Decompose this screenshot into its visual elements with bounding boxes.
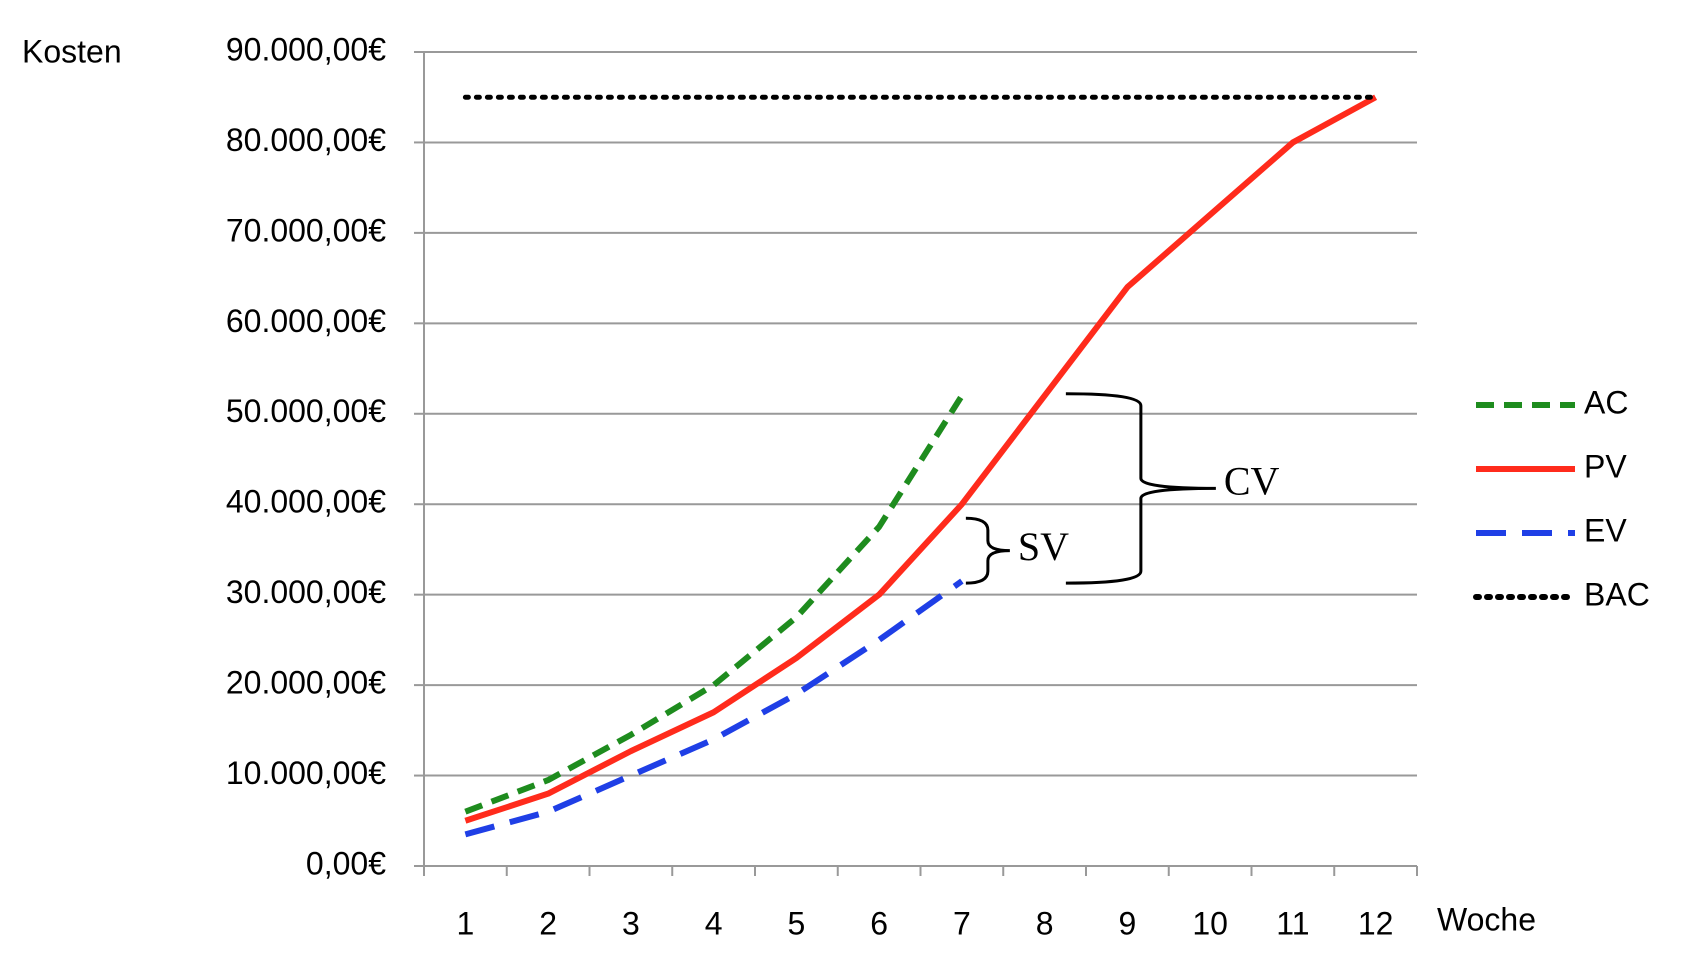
legend-label: EV	[1584, 512, 1627, 548]
y-tick-label: 70.000,00€	[226, 212, 386, 248]
y-tick-label: 50.000,00€	[226, 393, 386, 429]
legend-label: AC	[1584, 384, 1628, 420]
y-axis-label: Kosten	[22, 33, 122, 69]
y-tick-label: 60.000,00€	[226, 303, 386, 339]
x-tick-label: 10	[1192, 905, 1228, 941]
y-tick-label: 80.000,00€	[226, 122, 386, 158]
series-line	[464, 394, 965, 815]
x-tick-label: 5	[787, 905, 805, 941]
x-tick-label: 9	[1118, 905, 1136, 941]
y-tick-label: 30.000,00€	[226, 574, 386, 610]
x-tick-label: 12	[1358, 905, 1394, 941]
legend-label: BAC	[1584, 576, 1650, 612]
annotation: CV	[1224, 459, 1280, 504]
cv-brace	[1065, 392, 1216, 585]
y-tick-label: 90.000,00€	[226, 31, 386, 67]
annotation: SV	[1018, 524, 1069, 569]
series-line	[464, 94, 1378, 824]
legend-label: PV	[1584, 448, 1627, 484]
x-tick-label: 1	[456, 905, 474, 941]
sv-brace	[965, 516, 1010, 585]
x-tick-label: 3	[622, 905, 640, 941]
y-tick-label: 20.000,00€	[226, 665, 386, 701]
x-tick-label: 11	[1276, 905, 1309, 941]
x-tick-label: 6	[870, 905, 888, 941]
x-tick-label: 4	[705, 905, 723, 941]
x-tick-label: 2	[539, 905, 557, 941]
x-tick-label: 8	[1036, 905, 1054, 941]
y-tick-label: 0,00€	[306, 845, 386, 881]
y-tick-label: 10.000,00€	[226, 755, 386, 791]
x-tick-label: 7	[953, 905, 971, 941]
x-axis-label: Woche	[1437, 901, 1536, 937]
y-tick-label: 40.000,00€	[226, 484, 386, 520]
